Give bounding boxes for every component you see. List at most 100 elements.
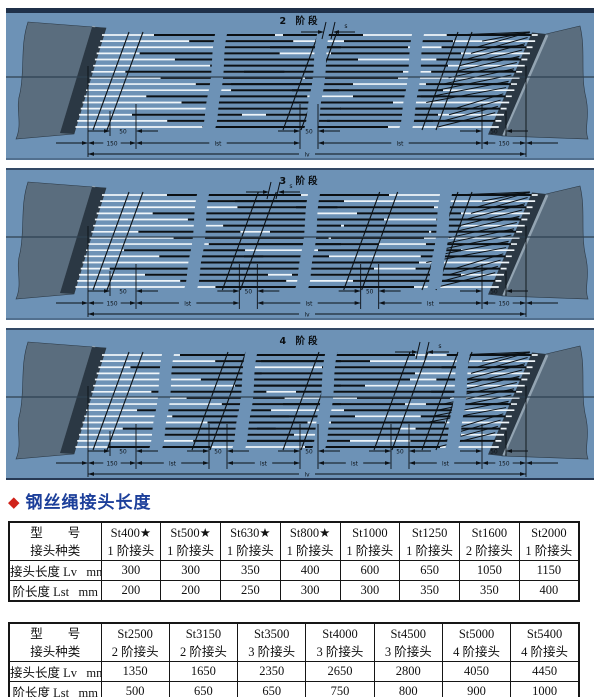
model-header-St5000: St5000 4 阶接头 [441,622,512,662]
model-header-St800: St800★ 1 阶接头 [279,521,341,561]
joint-type: 2 阶接头 [465,543,513,558]
model-header-St1250: St1250 1 阶接头 [399,521,460,561]
value-cell: 2350 [237,661,307,682]
corner-joint-type-label: 接头种类 [30,644,81,659]
svg-text:lst: lst [260,461,268,467]
model-header-St2500: St2500 2 阶接头 [100,622,170,662]
splice-diagram-2-stage: 50 50 50 150 lst lst 150 lv s 2 阶段 [6,8,594,160]
svg-text:s: s [289,183,292,190]
svg-text:lst: lst [442,461,450,467]
model-header-St2000: St2000 1 阶接头 [518,521,580,561]
model-header-St1000: St1000 1 阶接头 [339,521,401,561]
joint-type: 1 阶接头 [167,543,215,558]
corner-header: 型 号接头种类 [8,521,102,561]
svg-text:50: 50 [396,450,404,456]
joint-type: 2 阶接头 [111,644,159,659]
value-cell: 1350 [100,661,170,682]
model-name: St4500 [390,626,426,641]
svg-text:3 阶段: 3 阶段 [280,175,321,187]
svg-text:50: 50 [119,290,127,296]
model-name: St1600 [471,525,508,540]
value-cell: 650 [168,681,239,697]
value-cell: 250 [220,580,281,602]
svg-text:lst: lst [184,301,192,307]
header-row: 型 号接头种类 St400★ 1 阶接头 St500★ 1 阶接头 St630★ 1 阶接头… [8,521,580,561]
value-cell: 2800 [373,661,443,682]
value-cell: 300 [100,560,162,581]
svg-text:lst: lst [397,141,405,147]
corner-header: 型 号接头种类 [8,622,102,662]
model-name: St400★ [110,525,152,540]
joint-type: 3 阶接头 [384,644,432,659]
svg-text:2 阶段: 2 阶段 [280,15,321,27]
value-cell: 1150 [518,560,580,581]
section-title: 钢丝绳接头长度 [25,493,152,512]
value-cell: 4050 [441,661,512,682]
model-header-St3150: St3150 2 阶接头 [168,622,239,662]
model-name: St5400 [526,626,563,641]
value-cell: 4450 [510,661,580,682]
svg-text:150: 150 [106,301,117,307]
splice-diagram-4-stage: 50 50 50 50 50 150 lst lst lst lst 150 lv s 4 阶段 [6,328,594,480]
svg-text:150: 150 [498,461,509,467]
model-name: St2000 [531,525,567,540]
value-cell: 900 [441,681,512,697]
svg-text:150: 150 [498,301,509,307]
value-cell: 650 [237,681,307,697]
joint-type: 1 阶接头 [226,543,274,558]
table-row: 阶长度 Lst mm 500 650 650 750 800 900 1000 [8,681,580,697]
svg-text:50: 50 [490,130,498,136]
model-name: St800★ [289,525,331,540]
joint-type: 1 阶接头 [346,543,394,558]
joint-type: 1 阶接头 [286,543,334,558]
model-name: St5000 [458,626,495,641]
section-heading: ◆ 钢丝绳接头长度 [8,491,600,515]
svg-text:50: 50 [119,450,127,456]
table-row: 阶长度 Lst mm 200 200 250 300 300 350 350 400 [8,580,580,602]
value-cell: 300 [339,580,401,602]
model-header-St3500: St3500 3 阶接头 [237,622,307,662]
spec-table-1: 型 号接头种类 St400★ 1 阶接头 St500★ 1 阶接头 St630★ 1 阶接头… [8,521,580,602]
joint-type: 3 阶接头 [316,644,364,659]
svg-text:lst: lst [215,141,223,147]
model-name: St4000 [322,626,358,641]
value-cell: 350 [399,580,460,602]
value-cell: 350 [220,560,281,581]
svg-text:s: s [344,23,347,30]
svg-text:lv: lv [304,472,310,478]
joint-type: 1 阶接头 [107,543,155,558]
value-cell: 200 [100,580,162,602]
value-cell: 500 [100,681,170,697]
value-cell: 2650 [305,661,375,682]
spec-table-1-host: 型 号接头种类 St400★ 1 阶接头 St500★ 1 阶接头 St630★ 1 阶接头… [0,521,600,602]
svg-text:lv: lv [304,312,310,318]
table-row: 接头长度 Lv mm 300 300 350 400 600 650 1050 1150 [8,560,580,581]
spec-table-2: 型 号接头种类 St2500 2 阶接头 St3150 2 阶接头 St3500 3 阶接头… [8,622,580,697]
value-cell: 800 [373,681,443,697]
joint-type: 4 阶接头 [521,644,569,659]
svg-text:50: 50 [305,450,313,456]
svg-text:lv: lv [304,152,310,158]
value-cell: 1000 [510,681,580,697]
model-header-St1600: St1600 2 阶接头 [459,521,520,561]
model-name: St3500 [253,626,290,641]
model-header-St5400: St5400 4 阶接头 [510,622,580,662]
value-cell: 650 [399,560,460,581]
corner-joint-type-label: 接头种类 [30,543,81,558]
joint-type: 3 阶接头 [248,644,296,659]
svg-text:50: 50 [119,130,127,136]
model-header-St4000: St4000 3 阶接头 [305,622,375,662]
value-cell: 350 [459,580,520,602]
value-cell: 200 [160,580,221,602]
diamond-bullet-icon: ◆ [8,494,21,511]
model-name: St2500 [117,626,153,641]
corner-model-label: 型 号 [30,525,81,540]
svg-text:150: 150 [498,141,509,147]
value-cell: 400 [279,560,341,581]
row-label: 阶长度 Lst mm [8,580,102,602]
joint-type: 4 阶接头 [453,644,500,659]
model-header-St4500: St4500 3 阶接头 [373,622,443,662]
svg-text:lst: lst [351,461,359,467]
